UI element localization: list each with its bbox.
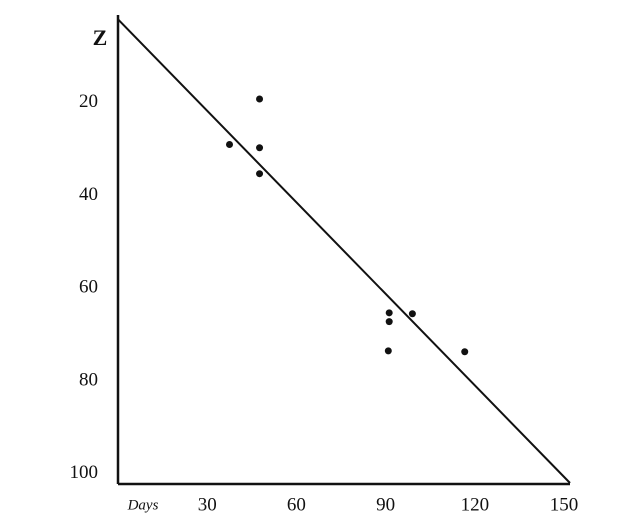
y-tick-label: 100	[70, 462, 99, 483]
x-tick-label: 60	[287, 494, 306, 515]
y-tick-label: 20	[79, 91, 98, 112]
y-tick-label: 60	[79, 277, 98, 298]
point	[461, 348, 469, 356]
y-tick-label: 40	[79, 184, 98, 205]
point	[256, 170, 264, 178]
point	[408, 310, 416, 318]
y-axis-label: Z	[93, 25, 108, 50]
x-tick-label: 150	[550, 494, 579, 515]
point	[385, 309, 393, 317]
point	[256, 95, 264, 103]
fit-line	[117, 18, 571, 484]
point	[385, 318, 393, 326]
x-tick-label: 90	[376, 494, 395, 515]
y-tick-label: 80	[79, 369, 98, 390]
x-tick-label: 30	[198, 494, 217, 515]
point	[226, 140, 234, 148]
x-tick-label: 120	[461, 494, 490, 515]
point	[384, 347, 392, 355]
point	[256, 144, 264, 152]
x-axis-label: Days	[127, 497, 159, 513]
